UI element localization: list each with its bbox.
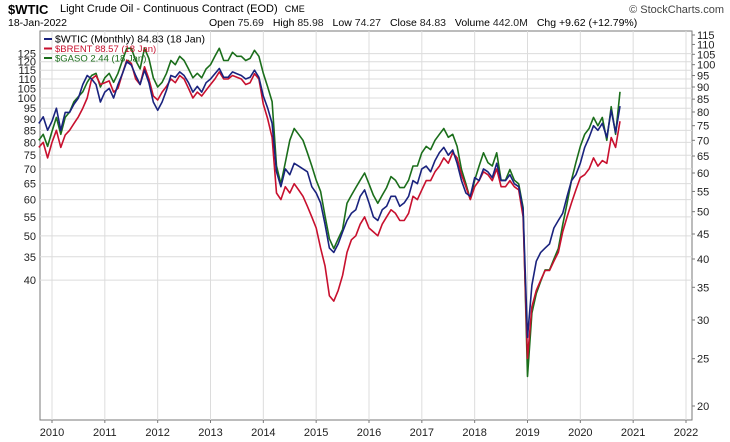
left-tick-label: 95 [24,103,36,115]
x-tick-label: 2021 [621,427,645,439]
right-tick-label: 105 [697,49,715,61]
right-tick-label: 20 [697,401,709,413]
legend: $WTIC (Monthly) 84.83 (18 Jan)$BRENT 88.… [44,34,205,65]
x-tick-label: 2010 [40,427,64,439]
exchange-label: CME [284,4,305,14]
right-tick-label: 110 [697,39,715,51]
x-tick-label: 2012 [145,427,169,439]
plot-frame [39,30,693,421]
legend-entry: $WTIC (Monthly) 84.83 (18 Jan) [55,34,205,46]
right-tick-label: 60 [697,168,709,180]
volume-label: Volume [454,17,490,29]
date-label: 18-Jan-2022 [8,17,67,29]
close-value: 84.83 [419,17,446,29]
left-tick-label: 65 [24,179,36,191]
legend-entry: $BRENT 88.57 (18 Jan) [55,44,156,55]
volume-value: 442.0M [492,17,528,29]
x-tick-label: 2014 [251,427,275,439]
left-tick-label: 60 [24,195,36,207]
x-tick-label: 2016 [357,427,381,439]
right-tick-label: 50 [697,207,709,219]
left-tick-label: 80 [24,137,36,149]
low-label: Low [332,17,352,29]
right-tick-label: 45 [697,229,709,241]
legend-entry: $GASO 2.44 (18 Jan) [55,54,146,65]
open-label: Open [209,17,235,29]
right-tick-label: 80 [697,107,709,119]
left-tick-label: 35 [24,252,36,264]
x-tick-label: 2022 [674,427,698,439]
series-line-wtic [38,60,621,339]
left-tick-label: 115 [18,65,36,77]
chart-title-row: $WTIC Light Crude Oil - Continuous Contr… [0,2,730,17]
chg-label: Chg [536,17,557,29]
left-tick-label: 90 [24,114,36,126]
left-tick-label: 70 [24,164,36,176]
x-tick-label: 2020 [568,427,592,439]
symbol-label: $WTIC [8,2,49,17]
ohlc-readout: Open 75.69 High 85.98 Low 74.27 Close 84… [209,17,637,29]
left-tick-label: 55 [24,212,36,224]
right-tick-label: 55 [697,186,709,198]
high-value: 85.98 [297,17,324,29]
x-tick-label: 2011 [93,427,117,439]
right-tick-label: 95 [697,71,709,83]
series-line-brent [38,59,621,360]
right-tick-label: 90 [697,82,709,94]
high-label: High [272,17,295,29]
right-tick-label: 65 [697,151,709,163]
quote-info-row: 18-Jan-2022 Open 75.69 High 85.98 Low 74… [0,17,730,31]
right-tick-label: 115 [697,30,715,42]
x-tick-label: 2019 [515,427,539,439]
low-value: 74.27 [354,17,382,29]
right-tick-label: 30 [697,315,709,327]
left-tick-label: 50 [24,231,36,243]
x-tick-label: 2017 [410,427,434,439]
brand-label: © StockCharts.com [629,4,724,16]
left-tick-label: 110 [18,74,36,86]
right-tick-label: 40 [697,254,709,266]
x-tick-label: 2015 [304,427,328,439]
description-label: Light Crude Oil - Continuous Contract (E… [60,3,278,15]
left-tick-label: 85 [24,125,36,137]
left-tick-label: 105 [18,83,36,95]
axis-layer: 2010 2011 2012 2013 2014 2015 2016 2017 2018 2019… [18,30,716,439]
grid-layer [40,31,692,420]
left-tick-label: 125 [18,49,36,61]
left-tick-label: 120 [18,57,36,69]
right-tick-label: 100 [697,60,715,72]
right-tick-label: 75 [697,121,709,133]
left-tick-label: 40 [24,275,36,287]
left-tick-label: 75 [24,150,36,162]
chg-value: +9.62 (+12.79%) [559,17,638,29]
x-tick-label: 2018 [462,427,486,439]
left-tick-label: 100 [18,93,36,105]
right-tick-label: 25 [697,354,709,366]
close-label: Close [389,17,417,29]
x-tick-label: 2013 [198,427,222,439]
right-tick-label: 35 [697,282,709,294]
right-tick-label: 85 [697,94,709,106]
series-layer [38,47,621,378]
right-tick-label: 70 [697,135,709,147]
open-value: 75.69 [237,17,264,29]
